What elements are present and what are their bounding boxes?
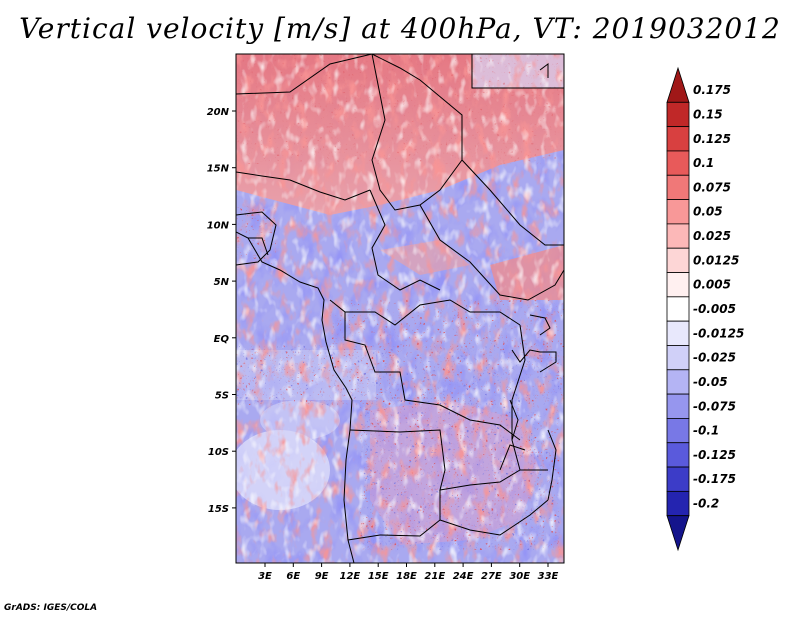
lat-tick-label: 15N: [207, 164, 230, 175]
lon-tick-label: 33E: [538, 571, 559, 582]
colorbar-swatch: [666, 345, 690, 371]
colorbar-label: 0.075: [693, 180, 731, 194]
colorbar-top-triangle: [666, 66, 690, 103]
latitude-axis: 20N 15N 10N 5N EQ 5S 10S 15S: [207, 107, 236, 515]
map-frame: [235, 53, 565, 564]
colorbar-swatch: [666, 490, 690, 517]
colorbar-label: 0.1: [693, 156, 714, 170]
colorbar-bottom-triangle: [666, 515, 690, 552]
shaded-field: [236, 54, 564, 563]
colorbar-swatch: [666, 393, 690, 419]
lon-tick-label: 21E: [424, 571, 445, 582]
lon-tick-label: 9E: [315, 571, 329, 582]
lat-tick-label: 5S: [215, 391, 229, 402]
colorbar-label: 0.125: [693, 132, 731, 146]
colorbar-label: 0.175: [693, 83, 731, 97]
lon-tick-label: 3E: [258, 571, 272, 582]
colorbar-swatch: [666, 466, 690, 492]
lon-tick-label: 15E: [368, 571, 389, 582]
country-borders: [236, 54, 564, 563]
lat-tick-label: 10S: [208, 447, 229, 458]
lon-tick-label: 27E: [481, 571, 502, 582]
lon-tick-label: 6E: [286, 571, 300, 582]
lat-tick-label: 10N: [207, 220, 230, 231]
colorbar-swatch: [666, 418, 690, 444]
colorbar-swatch: [666, 369, 690, 395]
colorbar-label: 0.05: [693, 205, 723, 219]
lat-tick-label: 5N: [214, 277, 230, 288]
map-title: Vertical velocity [m/s] at 400hPa, VT: 2…: [19, 12, 781, 45]
colorbar-swatch: [666, 150, 690, 176]
colorbar-swatch: [666, 174, 690, 200]
colorbar-label: -0.2: [693, 497, 719, 511]
colorbar-swatch: [666, 199, 690, 225]
lat-tick-label: 15S: [208, 504, 229, 515]
grads-credit: GrADS: IGES/COLA: [4, 603, 98, 613]
colorbar-label: -0.1: [693, 424, 719, 438]
lat-tick-label: EQ: [214, 334, 230, 345]
longitude-axis: 3E 6E 9E 12E 15E 18E 21E 24E 27E 30E 33E: [258, 563, 559, 582]
lat-tick-label: 20N: [207, 107, 230, 118]
colorbar-label: -0.05: [693, 375, 728, 389]
colorbar-swatch: [666, 296, 690, 322]
lon-tick-label: 24E: [453, 571, 474, 582]
lon-tick-label: 12E: [340, 571, 361, 582]
colorbar-swatch: [666, 247, 690, 273]
colorbar-label: -0.025: [693, 351, 736, 365]
colorbar-swatch: [666, 223, 690, 249]
colorbar-label: -0.125: [693, 448, 736, 462]
colorbar-label: -0.175: [693, 472, 736, 486]
colorbar-swatch: [666, 272, 690, 298]
colorbar-label: 0.0125: [693, 253, 739, 267]
colorbar-swatch: [666, 101, 690, 128]
lon-tick-label: 18E: [396, 571, 417, 582]
colorbar-swatch: [666, 126, 690, 152]
colorbar-label: 0.15: [693, 107, 723, 121]
colorbar-label: 0.025: [693, 229, 731, 243]
colorbar-label: -0.005: [693, 302, 736, 316]
colorbar-label: -0.0125: [693, 326, 744, 340]
lon-tick-label: 30E: [509, 571, 530, 582]
colorbar-swatch: [666, 320, 690, 346]
colorbar-label: 0.005: [693, 278, 731, 292]
colorbar-label: -0.075: [693, 399, 736, 413]
colorbar-swatch: [666, 442, 690, 468]
